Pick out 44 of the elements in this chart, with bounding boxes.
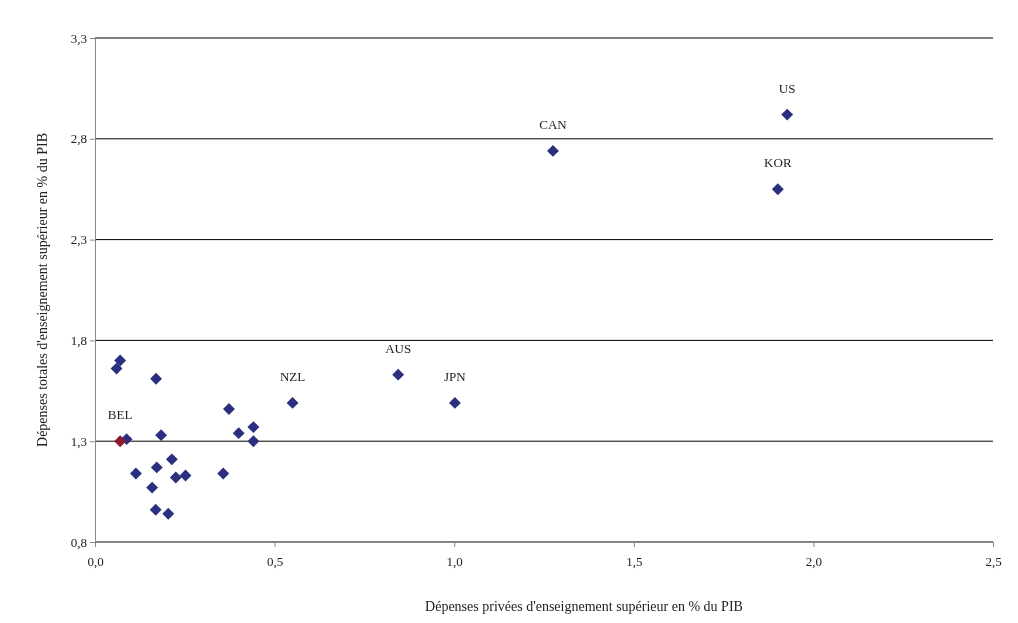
y-tick-label: 2,8: [70, 131, 87, 147]
point: [150, 461, 163, 474]
point: [223, 403, 235, 415]
point: [149, 503, 162, 516]
point: [114, 354, 127, 367]
annotation: JPN: [444, 368, 467, 384]
point: [448, 396, 461, 409]
point: [217, 467, 230, 480]
y-tick-label: 3,3: [70, 30, 87, 46]
x-tick-label: 0,0: [87, 553, 104, 569]
annotation: NZL: [279, 368, 306, 384]
point: [247, 421, 260, 434]
point: [781, 108, 794, 121]
point: [150, 372, 162, 385]
y-tick-label: 1,3: [70, 433, 87, 449]
x-tick-label: 1,5: [626, 553, 643, 569]
y-tick-label: 0,8: [70, 534, 87, 550]
point: [392, 368, 405, 381]
annotation: BEL: [107, 407, 133, 423]
point: [110, 362, 123, 375]
point: [547, 144, 559, 157]
point: [247, 435, 260, 448]
annotation: KOR: [764, 155, 792, 171]
point: [114, 435, 127, 448]
point: [155, 429, 168, 442]
x-axis-title: Dépenses privées d'enseignement supérieur en % du PIB: [425, 599, 743, 614]
x-tick-label: 0,5: [266, 553, 284, 569]
point: [146, 481, 159, 494]
annotation: AUS: [385, 340, 412, 356]
y-tick-label: 1,8: [70, 333, 87, 349]
point: [169, 471, 182, 484]
point: [771, 183, 784, 196]
x-tick-label: 1,0: [446, 553, 463, 569]
point: [162, 507, 175, 520]
point: [232, 427, 245, 440]
point: [165, 453, 178, 466]
annotation: CAN: [539, 116, 568, 132]
point: [286, 396, 299, 409]
annotation: US: [778, 80, 796, 96]
x-tick-label: 2,0: [805, 553, 823, 569]
y-tick-label: 2,3: [70, 232, 87, 248]
point: [130, 467, 142, 480]
x-tick-label: 2,5: [985, 553, 1002, 569]
y-axis-title: Dépenses totales d'enseignement supérieur en % du PIB: [35, 133, 50, 447]
